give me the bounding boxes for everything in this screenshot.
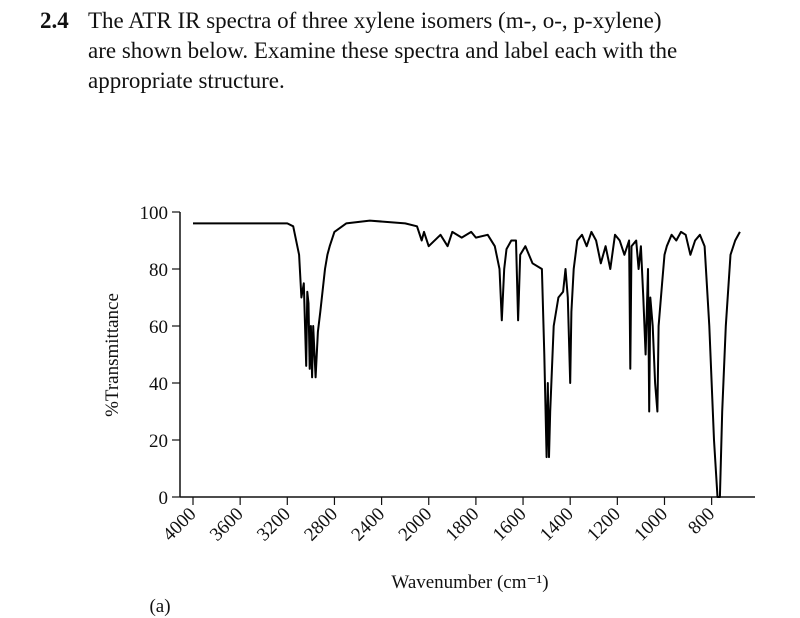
problem-line: 2.4 The ATR IR spectra of three xylene is… (40, 6, 790, 36)
x-tick-label: 1800 (442, 504, 484, 546)
y-tick-label: 40 (149, 374, 168, 395)
x-tick-label: 1600 (489, 504, 531, 546)
y-tick-label: 0 (159, 488, 169, 509)
x-tick-label: 1400 (536, 504, 578, 546)
y-axis-label: %Transmittance (102, 293, 123, 417)
problem-number: 2.4 (40, 8, 69, 33)
problem-line: are shown below. Examine these spectra a… (88, 38, 678, 63)
x-tick-label: 3600 (206, 504, 248, 546)
x-tick-label: 3200 (253, 504, 295, 546)
y-tick-label: 100 (140, 203, 169, 224)
spectrum-line (193, 219, 741, 498)
problem: 2.4 The ATR IR spectra of three xylene is… (40, 6, 790, 96)
y-tick-label: 80 (149, 260, 168, 281)
x-tick-label: 2000 (395, 504, 437, 546)
x-tick-label: 1200 (583, 504, 625, 546)
problem-line: appropriate structure. (88, 68, 285, 93)
x-tick-label: 4000 (159, 504, 201, 546)
panel-label: (a) (149, 596, 170, 617)
x-tick-label: 800 (684, 504, 719, 539)
problem-text: The ATR IR spectra of three xylene isome… (88, 8, 662, 33)
x-tick-label: 2400 (347, 504, 389, 546)
y-tick-label: 60 (149, 317, 168, 338)
x-tick-label: 2800 (300, 504, 342, 546)
x-tick-label: 1000 (630, 504, 672, 546)
x-axis-label: Wavenumber (cm⁻¹) (391, 572, 548, 593)
y-tick-label: 20 (149, 431, 168, 452)
